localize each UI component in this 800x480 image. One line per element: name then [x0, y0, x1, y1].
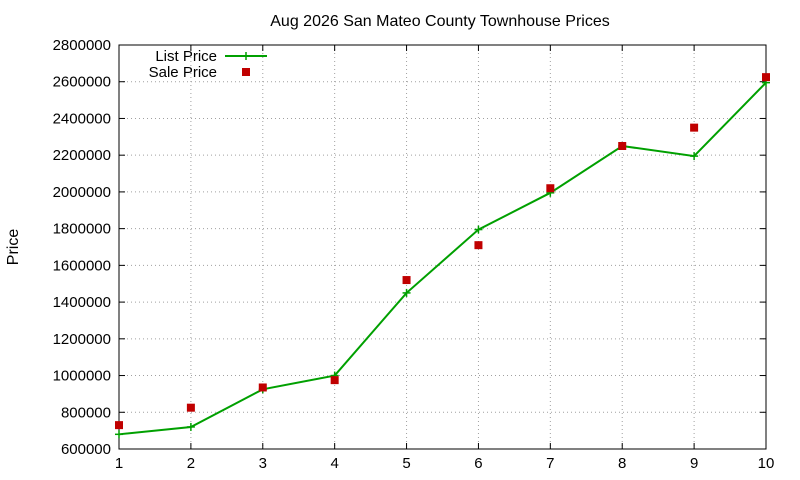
sale-price-series: [115, 73, 770, 430]
y-axis-label: Price: [5, 229, 22, 266]
x-tick-label: 2: [187, 455, 195, 472]
chart-title: Aug 2026 San Mateo County Townhouse Pric…: [270, 13, 609, 30]
y-tick-label: 1600000: [53, 257, 111, 274]
series: [115, 73, 770, 439]
sale-price-point: [186, 403, 195, 412]
sale-price-point: [690, 123, 699, 132]
list-price-point: [474, 225, 483, 234]
y-tick-label: 800000: [61, 404, 111, 421]
legend-label: List Price: [155, 48, 217, 65]
sale-price-point: [402, 276, 411, 285]
list-price-point: [690, 152, 699, 161]
legend-marker: [242, 68, 250, 76]
sale-price-point: [762, 73, 770, 82]
x-tick-label: 6: [474, 455, 482, 472]
sale-price-point: [330, 376, 339, 385]
y-tick-label: 1000000: [53, 368, 111, 385]
sale-price-point: [474, 241, 483, 250]
x-tick-label: 1: [115, 455, 123, 472]
list-price-point: [402, 288, 411, 297]
plot-frame: [118, 44, 767, 450]
x-tick-label: 10: [758, 455, 775, 472]
y-tick-label: 2800000: [53, 37, 111, 54]
y-tick-label: 2200000: [53, 147, 111, 164]
grid: [119, 45, 766, 449]
legend-marker: [242, 52, 250, 60]
y-tick-label: 1400000: [53, 294, 111, 311]
x-tick-label: 9: [690, 455, 698, 472]
y-tick-label: 2000000: [53, 184, 111, 201]
y-tick-label: 1200000: [53, 331, 111, 348]
x-tick-label: 7: [546, 455, 554, 472]
sale-price-point: [258, 383, 267, 392]
x-tick-label: 4: [330, 455, 338, 472]
sale-price-point: [115, 421, 123, 430]
x-tick-label: 3: [259, 455, 267, 472]
list-price-series: [115, 78, 770, 439]
y-tick-label: 600000: [61, 441, 111, 458]
sale-price-point: [546, 184, 555, 193]
legend-label: Sale Price: [149, 64, 217, 81]
y-tick-label: 2600000: [53, 74, 111, 91]
list-price-point: [115, 430, 123, 439]
y-tick-label: 1800000: [53, 221, 111, 238]
sale-price-point: [618, 142, 627, 150]
x-tick-label: 5: [402, 455, 410, 472]
axis-ticks: 600000 800000 1000000 1200000 1400000 1600000…: [53, 37, 775, 472]
list-price-line: [118, 81, 767, 436]
x-tick-label: 8: [618, 455, 626, 472]
y-tick-label: 2400000: [53, 110, 111, 127]
list-price-point: [186, 422, 195, 431]
